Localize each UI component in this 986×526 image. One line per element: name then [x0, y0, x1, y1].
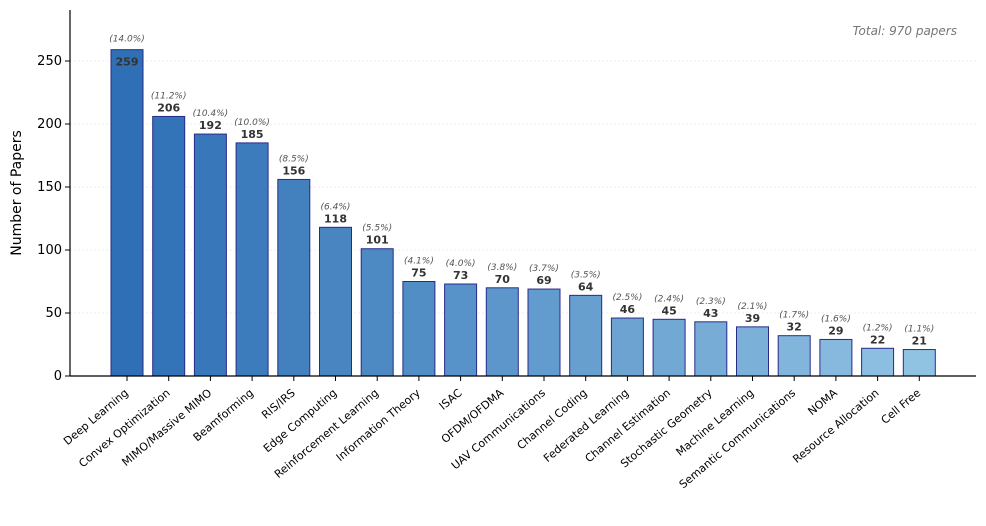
bar-percent-label: (1.7%) — [779, 311, 809, 321]
bar-value-label: 39 — [745, 312, 760, 325]
bar-value-label: 70 — [495, 273, 511, 286]
y-tick-label: 150 — [37, 180, 62, 195]
y-tick-label: 200 — [37, 117, 62, 132]
x-tick-label: Cell Free — [879, 386, 924, 427]
bar-percent-label: (6.4%) — [321, 202, 351, 212]
bar-percent-label: (3.8%) — [487, 263, 517, 273]
total-papers-note: Total: 970 papers — [853, 24, 957, 38]
bar — [819, 338, 853, 377]
bar-value-label: 73 — [453, 269, 468, 282]
bar-percent-label: (1.1%) — [904, 325, 934, 335]
bar-value-label: 156 — [282, 164, 305, 177]
bar-value-label: 32 — [787, 321, 802, 334]
bar-percent-label: (4.0%) — [446, 259, 476, 269]
bar-percent-label: (3.5%) — [571, 270, 601, 280]
y-axis-label: Number of Papers — [9, 130, 25, 256]
y-tick-label: 100 — [37, 243, 62, 258]
bar-percent-label: (1.6%) — [821, 314, 851, 324]
y-tick-label: 0 — [54, 369, 62, 384]
bar-percent-label: (2.1%) — [738, 302, 768, 312]
bar — [527, 288, 561, 377]
bar-percent-label: (8.5%) — [279, 154, 309, 164]
bar — [193, 133, 227, 377]
bar — [610, 317, 644, 377]
bar — [694, 321, 728, 377]
bar-percent-label: (11.2%) — [151, 91, 187, 101]
bar-percent-label: (10.4%) — [193, 109, 229, 119]
bar-percent-label: (2.4%) — [654, 294, 684, 304]
x-tick-label: ISAC — [437, 386, 465, 413]
bar — [652, 318, 686, 377]
bar — [569, 294, 603, 377]
bar-value-label: 206 — [157, 101, 180, 114]
bar — [902, 349, 936, 377]
x-tick-label: NOMA — [805, 386, 840, 418]
bar-value-label: 64 — [578, 280, 594, 293]
bar — [110, 49, 144, 377]
bar — [319, 226, 352, 377]
bar — [402, 281, 436, 377]
bar — [861, 347, 895, 377]
bar-percent-label: (5.5%) — [362, 224, 392, 234]
bar-value-label: 21 — [912, 335, 927, 348]
bar-value-label: 185 — [241, 128, 264, 141]
y-tick-label: 250 — [37, 54, 62, 69]
bar — [152, 115, 186, 377]
bar — [777, 335, 811, 377]
bar — [235, 142, 269, 377]
bars: 259 (14.0%) 206(11.2%) 192(10.4%) 185(10.0%)… — [109, 35, 936, 377]
bar — [360, 248, 394, 377]
bar-percent-label: (10.0%) — [234, 118, 270, 128]
bar-value-label: 22 — [870, 333, 885, 346]
bar-percent-label: (4.1%) — [404, 257, 434, 267]
y-tick-label: 50 — [45, 306, 62, 321]
bar — [444, 283, 478, 377]
x-tick-label: Channel Coding — [515, 386, 590, 452]
bar-value-label: 46 — [620, 303, 636, 316]
bar-percent-label: (3.7%) — [529, 264, 559, 274]
bar-percent-label: (2.5%) — [612, 293, 642, 303]
grid-lines — [70, 60, 976, 314]
bar — [485, 287, 519, 377]
bar-percent-label: (2.3%) — [696, 297, 726, 307]
bar-value-label: 43 — [703, 307, 718, 320]
bar-value-label: 118 — [324, 212, 347, 225]
bar-percent-label: (1.2%) — [863, 323, 893, 333]
bar-value-label: 29 — [828, 324, 843, 337]
bar — [277, 178, 311, 377]
bar-value-label: 259 — [116, 56, 139, 69]
bar-value-label: 69 — [536, 274, 551, 287]
bar-value-label: 75 — [411, 267, 426, 280]
bar-value-label: 101 — [366, 234, 389, 247]
bar-percent-label: (14.0%) — [109, 35, 145, 45]
bar-value-label: 192 — [199, 119, 222, 132]
x-tick-label: Edge Computing — [261, 386, 340, 455]
bar-value-label: 45 — [661, 304, 676, 317]
bar — [736, 326, 769, 377]
x-tick-label: RIS/IRS — [259, 386, 298, 421]
